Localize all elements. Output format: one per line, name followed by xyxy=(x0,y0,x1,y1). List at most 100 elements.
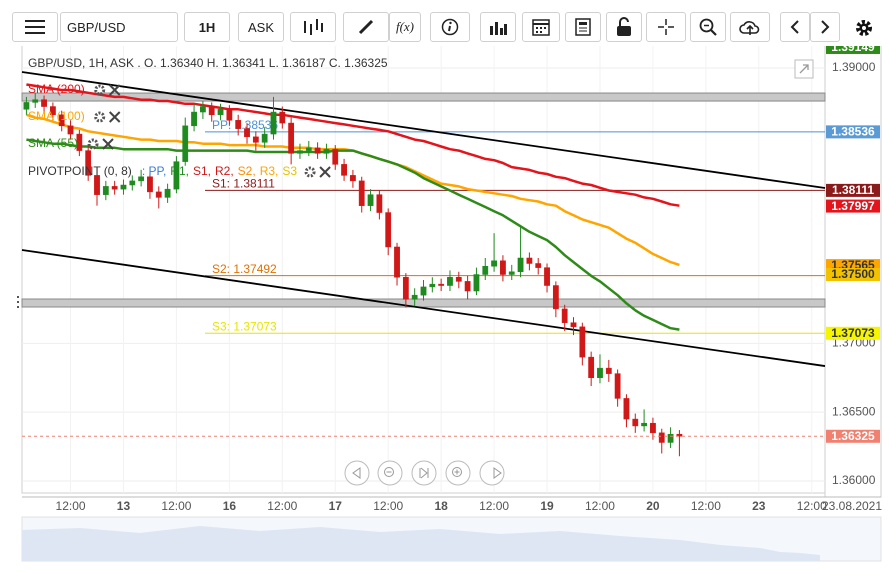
settings-button[interactable] xyxy=(850,14,878,42)
price-tag-label: 1.37500 xyxy=(831,267,875,281)
candle-body xyxy=(41,99,47,107)
candle-body xyxy=(614,373,621,399)
candle-body xyxy=(244,128,250,138)
volume-button[interactable] xyxy=(480,12,516,42)
candle-body xyxy=(376,194,383,213)
lock-button[interactable] xyxy=(606,12,642,42)
chart-type-button[interactable] xyxy=(290,12,336,42)
sma-line xyxy=(26,83,680,207)
trendline xyxy=(21,71,826,189)
x-tick-label: 12:00 xyxy=(56,499,86,513)
pivot-label: S1: 1.38111 xyxy=(212,177,275,191)
price-tag-label: 1.38536 xyxy=(831,125,875,139)
menu-button[interactable] xyxy=(12,12,58,42)
candle-body xyxy=(261,133,268,143)
candle-body xyxy=(23,102,30,110)
y-tick-label: 1.36000 xyxy=(832,473,876,487)
candle-body xyxy=(270,111,277,135)
x-tick-label: 23 xyxy=(752,499,766,513)
draw-button[interactable] xyxy=(343,12,389,42)
x-tick-label: 19 xyxy=(540,499,554,513)
bars-icon xyxy=(490,22,507,35)
price-tag xyxy=(826,125,880,139)
functions-button[interactable]: f(x) xyxy=(389,12,421,42)
pencil-icon xyxy=(358,19,374,35)
candle-body xyxy=(658,432,665,443)
legend-controls xyxy=(94,111,121,123)
navigation-controls xyxy=(344,460,505,486)
legend-label: SMA (200) xyxy=(28,82,85,96)
crosshair-button[interactable] xyxy=(646,12,686,42)
x-tick-label: 20 xyxy=(646,499,660,513)
candle-body xyxy=(544,267,550,286)
candle-body xyxy=(570,322,577,328)
candle-body xyxy=(667,433,674,443)
zone xyxy=(21,92,826,102)
price-tag-label: 1.39149 xyxy=(831,46,875,54)
candle-body xyxy=(147,176,153,193)
price-side-button[interactable]: ASK xyxy=(238,12,284,42)
report-button[interactable] xyxy=(565,12,601,42)
pivot-legend-part: S3 xyxy=(282,164,297,178)
upload-button[interactable] xyxy=(730,12,770,42)
price-tag-label: 1.37997 xyxy=(831,199,875,213)
navigator xyxy=(21,516,882,562)
price-tag xyxy=(826,429,880,443)
popout-icon xyxy=(794,59,814,79)
x-tick-label: 17 xyxy=(329,499,343,513)
interval-button[interactable]: 1H xyxy=(184,12,230,42)
x-tick-label: 18 xyxy=(434,499,448,513)
candle-body xyxy=(641,422,648,427)
info-button[interactable] xyxy=(430,12,470,42)
pivot-legend-part: S2, xyxy=(238,164,256,178)
cursor-date-label: 23.08.2021 xyxy=(822,499,882,513)
candle-body xyxy=(297,150,303,154)
gear-icon xyxy=(856,20,872,36)
candle-body xyxy=(429,283,436,288)
candle-body xyxy=(208,106,215,116)
price-tag-label: 1.36325 xyxy=(831,429,875,443)
candle-body xyxy=(341,164,347,176)
x-tick-label: 16 xyxy=(223,499,237,513)
y-tick-label: 1.36500 xyxy=(832,404,876,418)
plot-area xyxy=(21,46,826,494)
forward-button[interactable] xyxy=(810,12,840,42)
chart-header: GBP/USD, 1H, ASK . O. 1.36340 H. 1.36341… xyxy=(28,56,388,70)
price-tag xyxy=(826,183,880,197)
plot-layer: PP: 1.38536 S1: 1.38111 S2: 1.37492 S3: 1.3… xyxy=(21,46,826,493)
chart: PP: 1.38536 S1: 1.38111 S2: 1.37492 S3: 1.3… xyxy=(17,46,882,562)
candle-body xyxy=(500,260,506,275)
gear-icon xyxy=(94,111,106,123)
close-icon xyxy=(108,111,121,123)
candle-body xyxy=(111,186,118,190)
symbol-input[interactable]: GBP/USD xyxy=(60,12,178,42)
pivot-legend-part: R3, xyxy=(260,164,279,178)
candle-body xyxy=(632,418,639,427)
legend-label: SMA (55) xyxy=(28,136,78,150)
price-tag xyxy=(826,268,880,282)
candle-body xyxy=(385,212,392,248)
scroll-right-button[interactable] xyxy=(479,460,505,486)
back-button[interactable] xyxy=(780,12,810,42)
candle-body xyxy=(182,125,189,162)
candle-body xyxy=(164,188,171,198)
gear-icon xyxy=(304,166,316,178)
cloud-icon xyxy=(739,21,760,35)
price-tag xyxy=(826,199,880,213)
zoom-button[interactable] xyxy=(690,12,726,42)
right-arrow-icon xyxy=(821,20,830,34)
candle-body xyxy=(491,260,497,267)
candle-body xyxy=(420,286,427,296)
trendline xyxy=(21,249,826,367)
close-icon xyxy=(102,138,114,150)
candle-body xyxy=(676,433,683,437)
lock-icon xyxy=(617,17,631,36)
candle-body xyxy=(473,274,480,292)
candle-body xyxy=(102,186,109,195)
x-tick-label: 12:00 xyxy=(691,499,721,513)
pivot-label: S3: 1.37073 xyxy=(212,319,277,333)
calendar-button[interactable] xyxy=(522,12,560,42)
candle-body xyxy=(217,109,224,116)
candle-body xyxy=(605,367,612,374)
